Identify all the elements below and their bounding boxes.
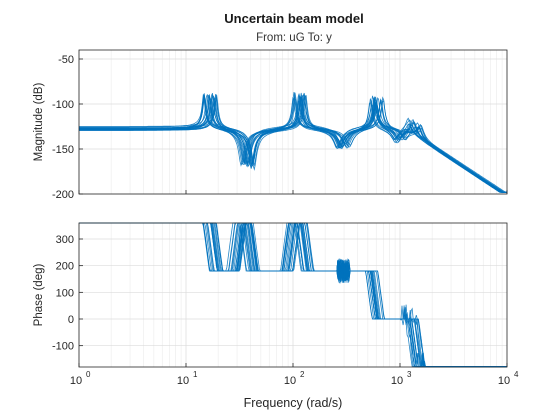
y-tick-label: 200: [56, 261, 74, 273]
x-tick-label: 10: [284, 375, 296, 387]
phase-panel: 300 200 100 0 -100 Phase (deg): [33, 222, 508, 368]
magnitude-grid: [78, 50, 507, 195]
x-tick-label: 10: [498, 375, 510, 387]
y-tick-label: 300: [56, 234, 74, 246]
y-tick-label: 0: [68, 314, 74, 326]
chart-title: Uncertain beam model: [224, 11, 363, 26]
magnitude-line: [79, 94, 507, 193]
x-tick-label: 10: [70, 375, 82, 387]
magnitude-panel: -50 -100 -150 -200 Magnitude (dB): [33, 49, 508, 201]
x-tick-label: 10: [391, 375, 403, 387]
x-tick-exponent: 0: [86, 370, 91, 379]
y-tick-label: -100: [52, 99, 74, 111]
magnitude-line: [79, 94, 507, 193]
y-tick-label: -150: [52, 144, 74, 156]
magnitude-series: [79, 92, 507, 193]
y-tick-label: -200: [52, 189, 74, 201]
x-tick-exponent: 1: [193, 370, 198, 379]
x-tick-label: 10: [177, 375, 189, 387]
magnitude-y-label: Magnitude (dB): [33, 83, 45, 162]
y-tick-label: -50: [58, 54, 74, 66]
x-axis-label: Frequency (rad/s): [244, 396, 343, 410]
phase-y-ticks: 300 200 100 0 -100: [52, 234, 83, 353]
x-tick-exponent: 2: [300, 370, 305, 379]
magnitude-y-ticks: -50 -100 -150 -200: [52, 54, 83, 201]
x-tick-exponent: 3: [407, 370, 412, 379]
y-tick-label: 100: [56, 287, 74, 299]
phase-y-label: Phase (deg): [33, 264, 45, 327]
y-tick-label: -100: [52, 341, 74, 353]
chart-subtitle: From: uG To: y: [256, 32, 332, 44]
x-tick-exponent: 4: [514, 370, 519, 379]
x-tick-labels: 10 0 10 1 10 2 10 3 10 4: [70, 190, 519, 387]
